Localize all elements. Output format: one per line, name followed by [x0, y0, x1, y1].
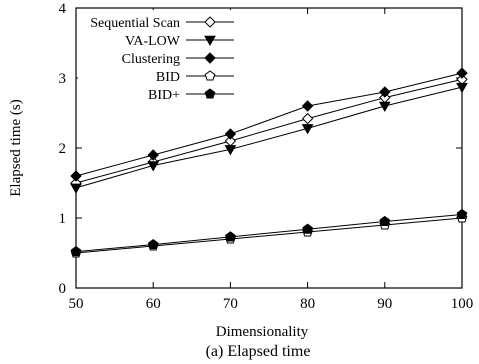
series-1 — [70, 82, 468, 194]
data-point — [456, 82, 468, 94]
series-line — [75, 217, 463, 254]
data-point — [378, 101, 391, 113]
legend-label: VA-LOW — [125, 34, 181, 49]
data-point — [224, 128, 237, 140]
y-tick-label: 4 — [59, 1, 67, 17]
series-line — [75, 86, 463, 189]
y-tick-label: 1 — [59, 211, 67, 227]
data-point — [147, 161, 160, 172]
data-point — [301, 124, 314, 135]
figure-caption: (a) Elapsed time — [206, 343, 311, 360]
series-0 — [70, 73, 468, 189]
x-tick-label: 100 — [451, 296, 474, 312]
data-point — [456, 208, 468, 220]
x-tick-label: 90 — [377, 296, 392, 312]
data-point — [301, 100, 314, 112]
y-tick-label: 3 — [59, 71, 67, 87]
data-point — [70, 170, 82, 182]
y-axis-label: Elapsed time (s) — [8, 99, 24, 196]
legend-marker — [204, 88, 216, 99]
data-point — [456, 67, 468, 79]
data-point — [224, 145, 237, 156]
data-point — [379, 86, 391, 98]
x-tick-label: 70 — [223, 296, 238, 312]
legend-label: Clustering — [122, 52, 180, 67]
data-point — [301, 112, 314, 125]
series-2 — [70, 67, 468, 182]
legend-marker — [204, 16, 216, 28]
legend-label: Sequential Scan — [90, 16, 180, 31]
data-point — [70, 245, 82, 257]
data-point — [302, 223, 313, 234]
series-lines — [70, 67, 468, 258]
series-line — [75, 214, 463, 253]
legend-marker — [204, 52, 216, 64]
tick-labels: 50 60 70 80 90 100 0 1 2 3 4 — [59, 1, 474, 312]
legend-marker — [204, 70, 216, 81]
legend-label: BID+ — [148, 88, 180, 103]
data-point — [225, 231, 236, 242]
x-tick-label: 60 — [146, 296, 161, 312]
y-tick-label: 0 — [59, 281, 67, 297]
series-line — [75, 72, 463, 177]
x-axis-label: Dimensionality — [216, 324, 309, 340]
legend: Sequential Scan VA-LOW Clustering BID BID+ — [78, 10, 240, 106]
data-point — [147, 149, 159, 161]
y-tick-label: 2 — [59, 141, 67, 157]
data-point — [70, 183, 82, 194]
x-tick-label: 50 — [69, 296, 84, 312]
data-point — [379, 215, 391, 227]
legend-marker — [204, 35, 216, 47]
legend-label: BID — [156, 70, 180, 85]
series-4 — [70, 208, 468, 257]
x-tick-label: 80 — [300, 296, 315, 312]
data-point — [147, 238, 159, 250]
series-line — [75, 78, 463, 184]
